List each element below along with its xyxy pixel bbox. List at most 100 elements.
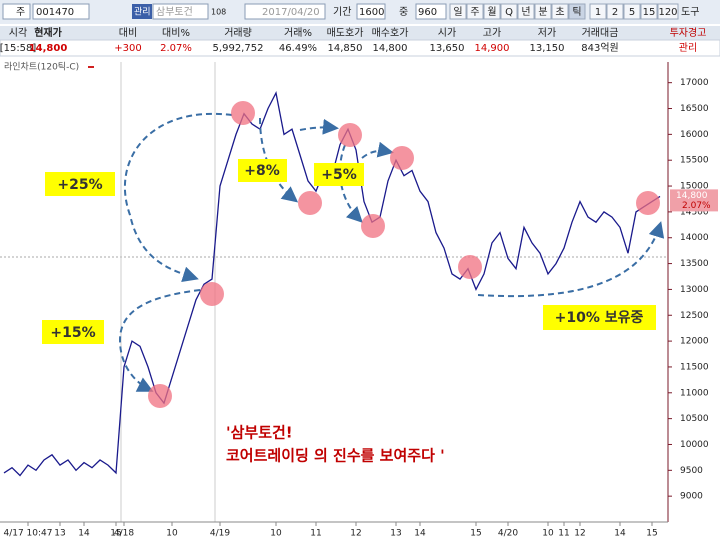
tools[interactable]: 도구 <box>681 7 699 18</box>
toolbar-button-label[interactable]: 월 <box>487 6 496 18</box>
x-tick-label: 12 <box>574 529 585 539</box>
x-tick-label: 4/17 10:47 <box>3 529 52 539</box>
annotation: +25% <box>57 177 102 193</box>
toolbar-button-label[interactable]: 15 <box>643 7 656 18</box>
toolbar-button[interactable] <box>466 3 484 20</box>
x-tick-label: 11 <box>558 529 569 539</box>
date-box[interactable] <box>244 3 326 20</box>
quote-header: 현재가 <box>34 26 62 39</box>
quote-value: 14,800 <box>29 43 68 54</box>
toolbar-button[interactable] <box>606 3 624 20</box>
toolbar-button-label[interactable]: 분 <box>538 6 547 18</box>
quote-value: 13,150 <box>530 43 565 54</box>
y-tick-label: 14500 <box>680 207 709 217</box>
price-tag: 14,800 <box>676 191 708 201</box>
annotation: +8% <box>244 163 280 179</box>
legend-label: 라인차트(120틱-C) <box>4 61 79 73</box>
quote-header: 고가 <box>483 27 501 39</box>
y-tick-label: 15500 <box>680 156 709 166</box>
toolbar-button-label[interactable]: 일 <box>453 6 462 18</box>
y-tick-label: 14000 <box>680 233 709 243</box>
quote-header: 대비% <box>162 27 190 39</box>
y-tick-label: 11000 <box>680 388 709 398</box>
quote-header: 시가 <box>438 27 456 39</box>
y-tick-label: 15000 <box>680 182 709 192</box>
quote-value: 46.49% <box>279 43 317 54</box>
code[interactable]: 001470 <box>36 7 74 18</box>
mid-label: 중 <box>399 6 408 18</box>
market[interactable]: 주 <box>16 7 25 18</box>
price-tag-change: 2.07% <box>682 201 711 211</box>
toolbar-button-label[interactable]: 주 <box>470 7 479 18</box>
toolbar-button[interactable] <box>640 3 658 20</box>
toolbar-button[interactable] <box>500 3 518 20</box>
toolbar-button[interactable] <box>623 3 641 20</box>
count: 108 <box>211 8 226 17</box>
toolbar-button[interactable] <box>534 3 552 20</box>
highlight <box>231 101 255 125</box>
x-tick-label: 15 <box>110 529 121 539</box>
highlights <box>148 101 660 408</box>
toolbar-button[interactable] <box>483 3 501 20</box>
highlight <box>338 123 362 147</box>
y-tick-label: 17000 <box>680 78 709 88</box>
toolbar-button-label[interactable]: 틱 <box>572 6 581 18</box>
annotation: +5% <box>321 167 357 183</box>
toolbar-button-label[interactable]: 2 <box>612 7 618 18</box>
note: 코어트레이딩 의 진수를 보여주다 ' <box>226 447 445 465</box>
x-tick-label: 11 <box>310 529 321 539</box>
price-tag-bg <box>670 189 718 212</box>
highlight <box>458 255 482 279</box>
quote-value: 13,650 <box>430 43 465 54</box>
toolbar-button-label[interactable]: 120 <box>658 7 677 18</box>
period-box[interactable] <box>356 3 386 20</box>
quote-value: 5,992,752 <box>213 43 264 54</box>
toolbar-button[interactable] <box>657 3 679 20</box>
highlight <box>200 282 224 306</box>
quote-value: +300 <box>114 43 141 54</box>
arrow <box>124 112 233 282</box>
period[interactable]: 1600 <box>359 7 384 18</box>
x-tick-label: 15 <box>646 529 657 539</box>
toolbar-button-label[interactable]: 년 <box>521 6 530 18</box>
stock-name: 삼부토건 <box>156 6 193 18</box>
quote-header: 거래량 <box>224 27 252 39</box>
quote-value: 14,800 <box>373 43 408 54</box>
toolbar-button[interactable] <box>568 3 586 20</box>
y-tick-label: 13500 <box>680 259 709 269</box>
market-box[interactable] <box>2 3 31 20</box>
highlight <box>390 146 414 170</box>
mid-box[interactable] <box>415 3 447 20</box>
quote-value: 2.07% <box>160 43 192 54</box>
code-box[interactable] <box>32 3 90 20</box>
y-tick-label: 11500 <box>680 362 709 372</box>
x-tick-label: 4/19 <box>210 529 230 539</box>
name-box <box>152 3 209 20</box>
quote-header-bg <box>0 26 720 40</box>
highlight <box>148 384 172 408</box>
toolbar-button-label[interactable]: Q <box>505 7 513 18</box>
toolbar-button[interactable] <box>517 3 535 20</box>
status-box <box>132 4 152 19</box>
toolbar-button-label[interactable]: 5 <box>629 7 635 18</box>
toolbar-button-label[interactable]: 초 <box>555 6 564 18</box>
toolbar-button[interactable] <box>551 3 569 20</box>
annotation-box <box>238 159 287 182</box>
annotation-box <box>314 163 364 186</box>
arrow <box>118 289 201 392</box>
quote-header: 시각 <box>9 27 27 39</box>
y-tick-label: 13000 <box>680 285 709 295</box>
annotation-box <box>543 305 656 330</box>
highlight <box>361 214 385 238</box>
toolbar-button-label[interactable]: 1 <box>595 7 601 18</box>
toolbar: 주 001470 관리 삼부토건 108 2017/04/20 기간 1600 … <box>0 0 720 24</box>
toolbar-button[interactable] <box>589 3 607 20</box>
annotation: +15% <box>50 325 95 341</box>
date[interactable]: 2017/04/20 <box>262 7 320 18</box>
toolbar-button[interactable] <box>449 3 467 20</box>
y-tick-label: 10000 <box>680 440 709 450</box>
mid[interactable]: 960 <box>418 7 437 18</box>
quote-value: [15:58] <box>0 43 36 54</box>
y-tick-label: 9000 <box>680 492 703 502</box>
